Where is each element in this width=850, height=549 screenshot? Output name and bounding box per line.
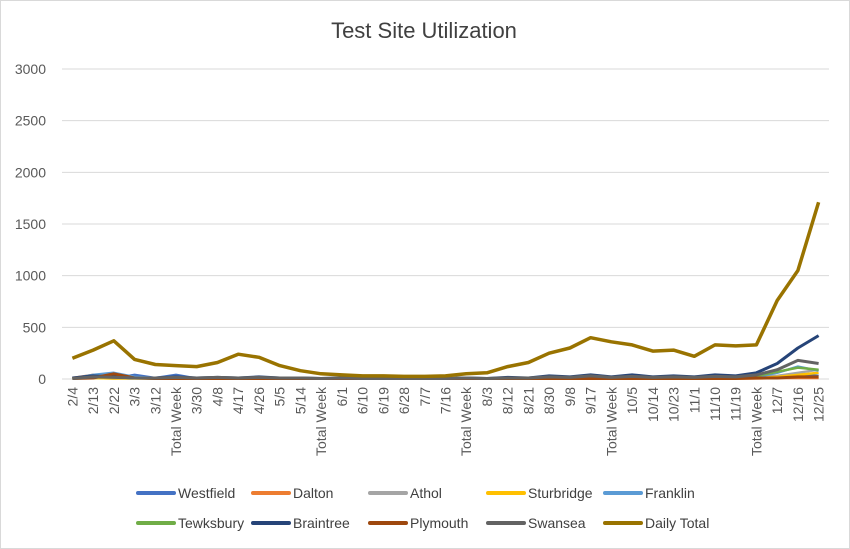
- x-tick-label: 6/28: [396, 387, 412, 414]
- x-tick-label: 4/17: [230, 387, 246, 414]
- x-tick-label: 4/8: [209, 387, 225, 407]
- legend-label: Braintree: [293, 515, 350, 531]
- x-tick-label: Total Week: [603, 386, 619, 456]
- x-tick-label: Total Week: [168, 386, 184, 456]
- x-tick-label: 6/1: [334, 387, 350, 407]
- legend-label: Plymouth: [410, 515, 468, 531]
- x-tick-label: 8/30: [541, 387, 557, 414]
- legend: Westfield Dalton Athol Sturbridge Franklin Te…: [136, 485, 709, 531]
- legend-label: Swansea: [528, 515, 586, 531]
- x-tick-label: 4/26: [251, 387, 267, 414]
- series-line-swansea: [72, 358, 819, 380]
- legend-item: Sturbridge: [486, 485, 593, 501]
- legend-label: Daily Total: [645, 515, 709, 531]
- legend-label: Franklin: [645, 485, 695, 501]
- legend-label: Westfield: [178, 485, 235, 501]
- legend-item: Dalton: [251, 485, 333, 501]
- x-tick-label: 3/30: [189, 387, 205, 414]
- legend-label: Dalton: [293, 485, 333, 501]
- x-tick-label: 12/7: [769, 387, 785, 414]
- x-tick-label: 7/16: [438, 387, 454, 414]
- y-tick-label: 2000: [15, 164, 46, 180]
- chart-title: Test Site Utilization: [331, 18, 517, 43]
- legend-item: Plymouth: [368, 515, 468, 531]
- legend-item: Tewksbury: [136, 515, 244, 531]
- y-tick-label: 1500: [15, 216, 46, 232]
- y-tick-label: 3000: [15, 61, 46, 77]
- x-tick-label: 12/16: [790, 387, 806, 422]
- x-tick-label: 6/10: [355, 387, 371, 414]
- x-tick-label: 2/4: [64, 387, 80, 407]
- y-axis-ticks: 0 500 1000 1500 2000 2500 3000: [15, 61, 46, 387]
- x-tick-label: 12/25: [811, 387, 827, 422]
- x-tick-label: 10/5: [624, 387, 640, 414]
- x-tick-label: Total Week: [458, 386, 474, 456]
- legend-label: Tewksbury: [178, 515, 244, 531]
- x-tick-label: 9/8: [562, 387, 578, 407]
- y-tick-label: 2500: [15, 113, 46, 129]
- x-tick-label: 11/1: [686, 387, 702, 413]
- x-tick-label: 3/3: [127, 387, 143, 407]
- x-tick-label: 8/3: [479, 387, 495, 407]
- x-tick-label: Total Week: [748, 386, 764, 456]
- gridlines: [62, 68, 829, 380]
- x-tick-label: 10/23: [666, 387, 682, 422]
- x-tick-label: 11/19: [728, 387, 744, 421]
- legend-item: Braintree: [251, 515, 350, 531]
- legend-item: Athol: [368, 485, 442, 501]
- x-tick-label: 2/22: [106, 387, 122, 414]
- y-tick-label: 500: [23, 319, 47, 335]
- x-tick-label: 11/10: [707, 387, 723, 421]
- x-tick-label: 7/7: [417, 387, 433, 407]
- legend-item: Franklin: [603, 485, 695, 501]
- x-tick-label: 8/12: [500, 387, 516, 414]
- y-tick-label: 0: [38, 371, 46, 387]
- y-tick-label: 1000: [15, 268, 46, 284]
- x-tick-label: Total Week: [313, 386, 329, 456]
- x-tick-label: 5/5: [272, 387, 288, 407]
- x-tick-label: 6/19: [375, 387, 391, 414]
- legend-item: Daily Total: [603, 515, 709, 531]
- series-line-daily-total: [71, 201, 821, 379]
- series-lines: [71, 201, 821, 380]
- x-tick-label: 10/14: [645, 387, 661, 422]
- legend-label: Athol: [410, 485, 442, 501]
- legend-label: Sturbridge: [528, 485, 593, 501]
- x-tick-label: 3/12: [147, 387, 163, 414]
- x-tick-label: 2/13: [85, 387, 101, 414]
- x-tick-label: 9/17: [583, 387, 599, 414]
- x-tick-label: 8/21: [520, 387, 536, 414]
- x-axis-ticks: 2/4 2/13 2/22 3/3 3/12 Total Week 3/30 4/8 4/17 4…: [64, 386, 826, 456]
- legend-item: Swansea: [486, 515, 586, 531]
- x-tick-label: 5/14: [292, 387, 308, 414]
- series-line-braintree: [72, 334, 820, 380]
- legend-item: Westfield: [136, 485, 235, 501]
